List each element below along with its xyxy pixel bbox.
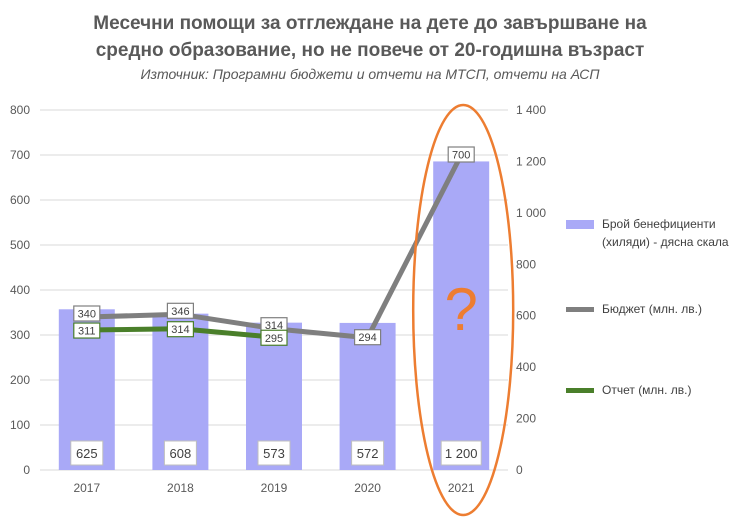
left-axis-tick-label: 500 (10, 238, 30, 252)
budget-point-label-box (354, 329, 382, 346)
report-point-label-box (166, 321, 194, 338)
bar-value-label: 625 (76, 446, 98, 461)
legend-swatch-report (566, 388, 594, 393)
bar-value-label-box (163, 440, 197, 466)
bar-value-label: 573 (263, 446, 285, 461)
budget-point-label: 340 (78, 309, 96, 321)
left-axis-tick-label: 400 (10, 283, 30, 297)
bar (433, 161, 490, 470)
right-axis-tick-label: 1 400 (516, 103, 546, 117)
report-point-label-box (260, 329, 288, 346)
report-point-label: 295 (265, 333, 283, 345)
legend-label-budget: Бюджет (млн. лв.) (602, 302, 702, 316)
x-axis-tick-label: 2020 (354, 481, 381, 495)
x-axis-tick-label: 2021 (448, 481, 475, 495)
bar-value-label: 608 (170, 446, 192, 461)
budget-point-label: 346 (171, 306, 189, 318)
budget-point-label-box (447, 146, 475, 163)
budget-point-label: 294 (358, 332, 376, 344)
left-axis-tick-label: 800 (10, 103, 30, 117)
right-axis-tick-label: 200 (516, 412, 536, 426)
annotation-ellipse (411, 103, 515, 517)
bar-value-label: 1 200 (445, 446, 478, 461)
bar-value-label-box (440, 440, 482, 466)
bar-value-label-box (257, 440, 291, 466)
legend-label-report: Отчет (млн. лв.) (602, 383, 692, 397)
left-axis-tick-label: 300 (10, 328, 30, 342)
right-axis-tick-label: 800 (516, 257, 536, 271)
bar-value-label: 572 (357, 446, 379, 461)
right-axis-tick-label: 1 200 (516, 154, 546, 168)
legend-label-beneficiaries-line-1: Брой бенефициенти (602, 217, 716, 231)
left-axis-tick-label: 200 (10, 373, 30, 387)
x-axis-tick-label: 2018 (167, 481, 194, 495)
right-axis-tick-label: 0 (516, 463, 523, 477)
legend-swatch-budget (566, 307, 594, 312)
left-axis-tick-label: 0 (23, 463, 30, 477)
budget-line (84, 152, 464, 341)
x-axis-tick-label: 2017 (73, 481, 100, 495)
budget-point-label: 314 (265, 320, 283, 332)
annotation-question-mark: ? (445, 276, 478, 343)
report-point-label: 314 (171, 324, 189, 336)
bar-value-label-box (351, 440, 385, 466)
left-axis-tick-label: 100 (10, 418, 30, 432)
chart-title-line-1: Месечни помощи за отглеждане на дете до … (93, 13, 647, 34)
report-point-label-box (73, 322, 101, 339)
legend-swatch-bars (566, 220, 594, 229)
budget-point-label: 700 (452, 150, 470, 162)
right-axis-tick-label: 600 (516, 309, 536, 323)
right-axis-tick-label: 400 (516, 360, 536, 374)
budget-point-label-box (166, 302, 194, 319)
left-axis-tick-label: 700 (10, 148, 30, 162)
x-axis-tick-label: 2019 (261, 481, 288, 495)
chart-subtitle: Източник: Програмни бюджети и отчети на … (140, 66, 600, 82)
budget-point-label-box (73, 305, 101, 322)
chart-title-line-2: средно образование, но не повече от 20-г… (95, 40, 645, 61)
report-point-label: 311 (78, 326, 96, 338)
bar-value-label-box (70, 440, 104, 466)
chart-title: Месечни помощи за отглеждане на дете до … (0, 10, 740, 64)
legend-label-beneficiaries-line-2: (хиляди) - дясна скала (602, 235, 729, 249)
left-axis-tick-label: 600 (10, 193, 30, 207)
right-axis-tick-label: 1 000 (516, 206, 546, 220)
